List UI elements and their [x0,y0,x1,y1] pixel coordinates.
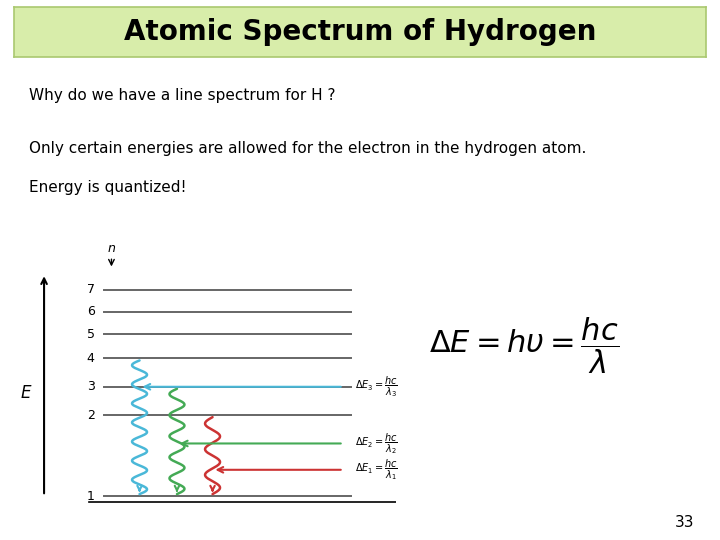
Text: $\Delta E_3 = \dfrac{hc}{\lambda_3}$: $\Delta E_3 = \dfrac{hc}{\lambda_3}$ [355,374,397,399]
Text: 4: 4 [86,352,94,365]
Text: $\Delta E_1 = \dfrac{hc}{\lambda_1}$: $\Delta E_1 = \dfrac{hc}{\lambda_1}$ [355,457,397,482]
Text: $E$: $E$ [20,384,33,402]
Text: Why do we have a line spectrum for H ?: Why do we have a line spectrum for H ? [29,88,336,103]
Text: Energy is quantized!: Energy is quantized! [29,179,186,194]
Text: Only certain energies are allowed for the electron in the hydrogen atom.: Only certain energies are allowed for th… [29,141,586,156]
Text: $n$: $n$ [107,242,116,255]
Text: 3: 3 [86,380,94,393]
Text: 5: 5 [86,328,94,341]
Text: 33: 33 [675,515,695,530]
Text: 2: 2 [86,409,94,422]
Text: $\Delta E_2 = \dfrac{hc}{\lambda_2}$: $\Delta E_2 = \dfrac{hc}{\lambda_2}$ [355,431,397,456]
Text: $\Delta E = h\upsilon = \dfrac{hc}{\lambda}$: $\Delta E = h\upsilon = \dfrac{hc}{\lamb… [429,315,619,376]
Text: 7: 7 [86,283,94,296]
Text: 1: 1 [86,490,94,503]
Text: 6: 6 [86,305,94,319]
Text: Atomic Spectrum of Hydrogen: Atomic Spectrum of Hydrogen [124,18,596,46]
